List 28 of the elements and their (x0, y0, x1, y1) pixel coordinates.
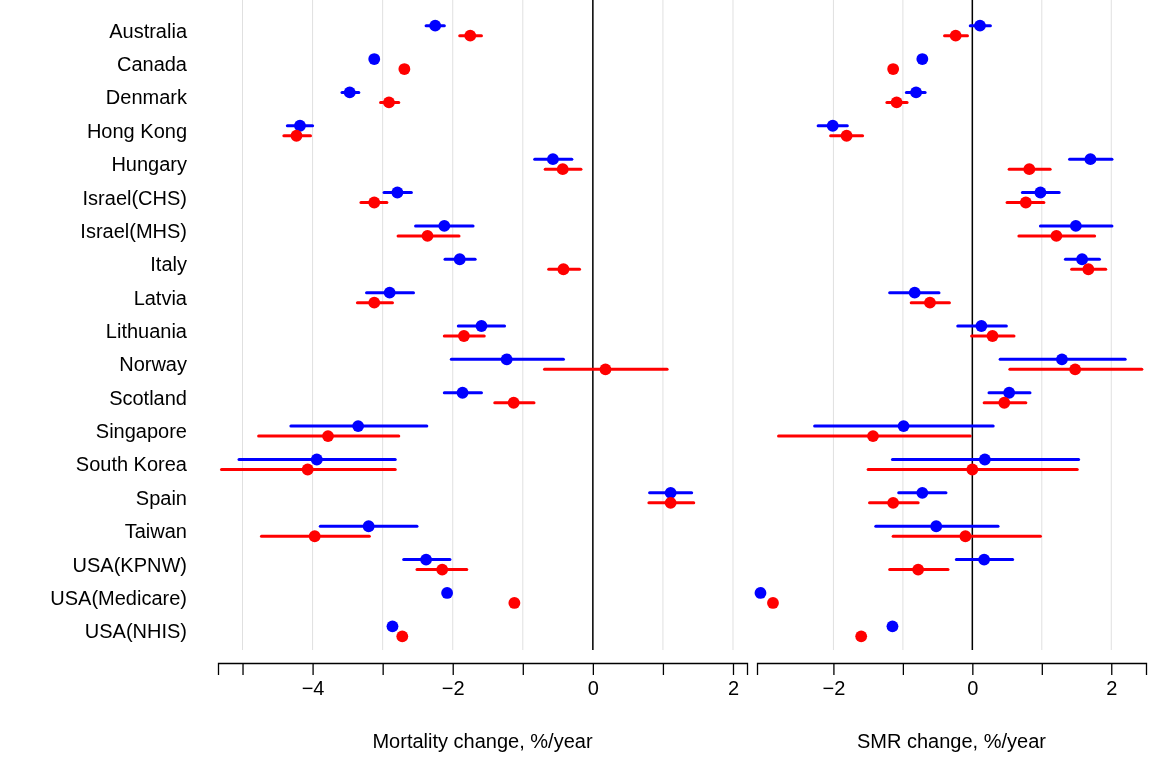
y-tick-label: Taiwan (124, 520, 187, 543)
x-tick-label: 0 (967, 677, 979, 700)
y-tick-label: USA(Medicare) (50, 586, 187, 609)
y-tick-label: Australia (109, 19, 188, 42)
y-tick-label: South Korea (75, 453, 188, 476)
y-tick-label: Norway (119, 353, 187, 376)
x-tick-label: −2 (822, 677, 846, 700)
x-tick-label: 2 (1106, 677, 1118, 700)
y-tick-label: Latvia (133, 286, 188, 309)
y-tick-label: Scotland (109, 386, 187, 409)
y-tick-label: USA(NHIS) (84, 620, 187, 643)
y-tick-label: Israel(MHS) (80, 219, 187, 242)
y-tick-label: Hungary (111, 153, 187, 176)
y-tick-label: USA(KPNW) (72, 553, 187, 576)
y-tick-label: Denmark (105, 86, 188, 109)
x-axis-title: SMR change, %/year (857, 730, 1047, 752)
y-tick-label: Lithuania (105, 320, 188, 342)
x-tick-label: −4 (301, 677, 325, 700)
y-tick-label: Italy (150, 253, 187, 276)
x-tick-label: −2 (441, 677, 465, 700)
y-tick-label: Canada (116, 53, 188, 76)
y-tick-label: Hong Kong (86, 119, 187, 142)
x-tick-label: 0 (587, 677, 599, 700)
y-tick-label: Singapore (95, 420, 187, 443)
x-axis-title: Mortality change, %/year (372, 730, 593, 752)
y-tick-label: Israel(CHS) (82, 186, 187, 209)
x-tick-label: 2 (727, 677, 740, 700)
y-tick-label: Spain (135, 486, 187, 509)
